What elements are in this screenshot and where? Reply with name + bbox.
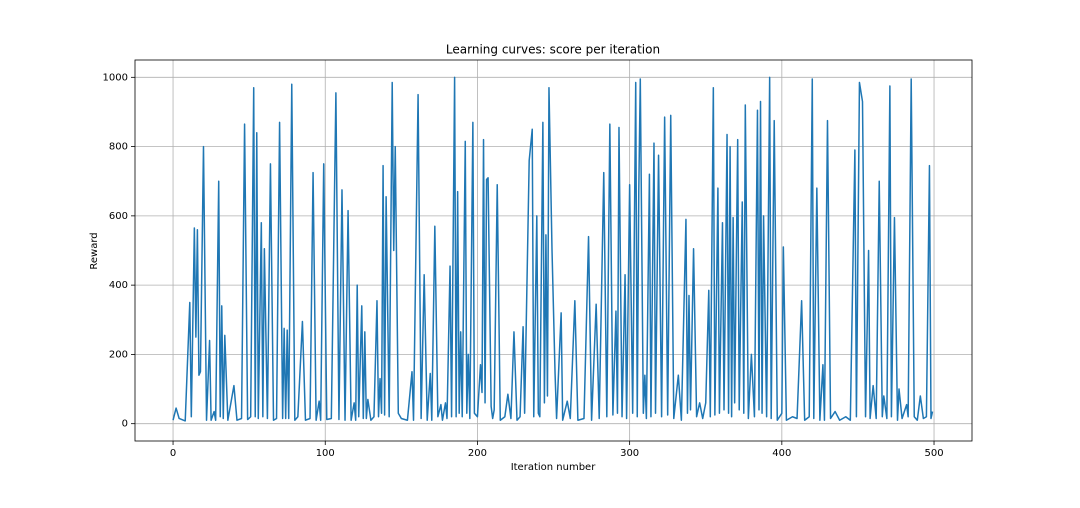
chart-title: Learning curves: score per iteration <box>446 43 660 57</box>
x-tick-label: 500 <box>924 448 943 459</box>
data-line <box>172 76 934 422</box>
x-tick-label: 0 <box>170 448 176 459</box>
x-tick-label: 200 <box>468 448 487 459</box>
y-tick-label: 0 <box>122 419 128 430</box>
y-tick-label: 800 <box>109 142 128 153</box>
y-tick-label: 1000 <box>103 72 128 83</box>
y-tick-label: 600 <box>109 211 128 222</box>
x-tick-label: 100 <box>316 448 335 459</box>
y-axis-label: Reward <box>89 232 100 269</box>
plot-frame <box>134 59 973 442</box>
x-tick-label: 400 <box>772 448 791 459</box>
x-tick-label: 300 <box>620 448 639 459</box>
x-axis-label: Iteration number <box>511 462 597 473</box>
y-tick-label: 200 <box>109 349 128 360</box>
y-tick-label: 400 <box>109 280 128 291</box>
